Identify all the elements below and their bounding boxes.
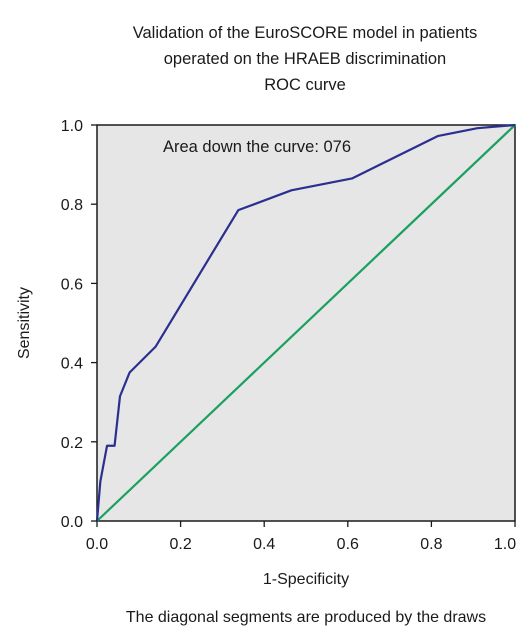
y-tick-label: 0.4 bbox=[61, 356, 83, 373]
roc-curve-line bbox=[95, 123, 516, 522]
x-tick-label: 0.0 bbox=[86, 536, 108, 553]
y-tick-label: 0.8 bbox=[61, 197, 83, 214]
axis-ticks: 0.0 0.2 0.4 0.6 0.8 1.0 0.0 0.2 0.4 0.6 0.8 1.0 bbox=[61, 118, 516, 553]
y-tick-label: 0.0 bbox=[61, 514, 83, 531]
x-tick-label: 0.8 bbox=[420, 536, 442, 553]
auc-annotation: Area down the curve: 076 bbox=[163, 138, 351, 156]
reference-diagonal-line bbox=[96, 124, 516, 522]
y-tick-label: 0.6 bbox=[61, 276, 83, 293]
y-axis-label: Sensitivity bbox=[16, 287, 33, 359]
title-line-2: operated on the HRAEB discrimination bbox=[164, 50, 446, 68]
footnote: The diagonal segments are produced by th… bbox=[126, 609, 486, 626]
chart-title: Validation of the EuroSCORE model in pat… bbox=[133, 24, 478, 94]
x-tick-label: 0.4 bbox=[253, 536, 275, 553]
x-tick-label: 1.0 bbox=[494, 536, 516, 553]
title-line-1: Validation of the EuroSCORE model in pat… bbox=[133, 24, 478, 42]
title-line-3: ROC curve bbox=[264, 76, 346, 94]
series-layer bbox=[95, 123, 516, 522]
x-tick-label: 0.6 bbox=[337, 536, 359, 553]
y-tick-label: 1.0 bbox=[61, 118, 83, 135]
x-axis-label: 1-Specificity bbox=[263, 571, 349, 588]
y-tick-label: 0.2 bbox=[61, 435, 83, 452]
x-tick-label: 0.2 bbox=[169, 536, 191, 553]
